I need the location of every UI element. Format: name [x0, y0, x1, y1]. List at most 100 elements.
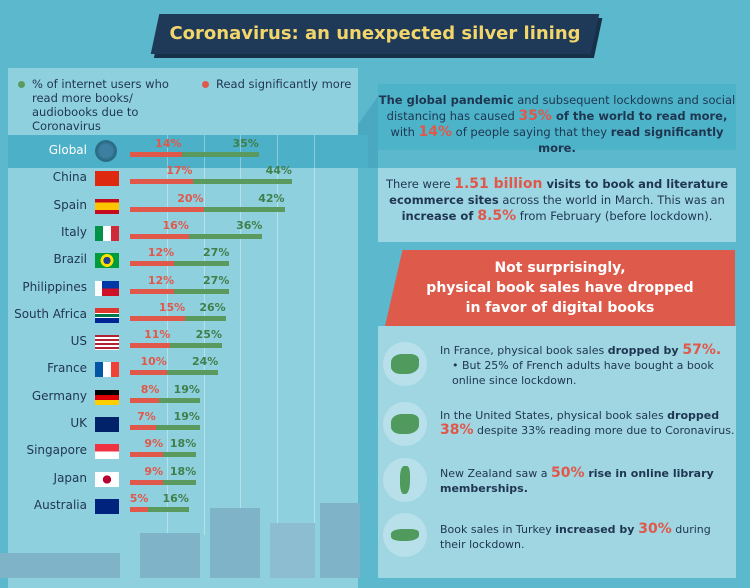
country-label-italy: Italy — [60, 224, 87, 239]
fact-new-zealand: New Zealand saw a 50% rise in online lib… — [440, 465, 714, 496]
country-label-singapore: Singapore — [26, 443, 87, 458]
bar-green-philippines — [130, 288, 230, 294]
flag-global-icon — [95, 140, 117, 162]
gridline — [240, 135, 242, 535]
flag-australia-icon — [95, 498, 119, 514]
bar-green-italy — [130, 233, 263, 239]
flag-germany-icon — [95, 389, 119, 405]
country-label-australia: Australia — [33, 497, 87, 512]
legend-red: Read significantly more — [202, 77, 356, 91]
country-label-japan: Japan — [53, 470, 87, 485]
value-red-australia: 5% — [129, 491, 149, 505]
bar-red-italy — [130, 233, 189, 239]
flag-brazil-icon — [95, 253, 119, 269]
value-red-china: 17% — [166, 164, 193, 178]
value-green-spain: 42% — [258, 191, 285, 205]
bar-red-germany — [130, 397, 160, 403]
value-green-singapore: 18% — [169, 437, 197, 451]
country-label-brazil: Brazil — [53, 252, 88, 267]
legend-label: % of internet users who read more books/… — [32, 77, 169, 133]
value-red-japan: 9% — [144, 464, 164, 478]
flag-us-icon — [95, 335, 119, 351]
value-red-south-africa: 15% — [158, 300, 186, 314]
bar-red-global — [130, 152, 182, 157]
gridline — [277, 135, 279, 535]
bar-green-germany — [130, 397, 200, 403]
value-green-japan: 18% — [169, 464, 197, 478]
flag-japan-icon — [95, 471, 119, 487]
country-label-global: Global — [48, 143, 87, 157]
gridline — [314, 135, 315, 535]
bar-red-us — [130, 343, 171, 349]
value-red-uk: 7% — [137, 410, 156, 423]
france-map-icon — [383, 342, 427, 386]
value-green-china: 44% — [265, 164, 292, 178]
flag-singapore-icon — [95, 444, 119, 460]
value-green-brazil: 27% — [203, 246, 230, 260]
value-green-germany: 19% — [173, 382, 200, 396]
bar-red-uk — [130, 425, 156, 430]
bar-red-spain — [130, 206, 204, 212]
country-label-china: China — [52, 170, 87, 185]
value-red-brazil: 12% — [147, 246, 175, 260]
page-title: Coronavirus: an unexpected silver lining — [169, 23, 581, 44]
bar-red-south-africa — [130, 315, 186, 321]
green-dot-icon — [18, 81, 25, 88]
country-label-germany: Germany — [31, 388, 87, 403]
value-red-spain: 20% — [177, 191, 204, 205]
flag-italy-icon — [95, 225, 119, 241]
bar-red-singapore — [130, 452, 164, 458]
bar-green-us — [130, 343, 222, 349]
global-summary-box: The global pandemic and subsequent lockd… — [378, 84, 736, 155]
legend-label: Read significantly more — [216, 77, 352, 91]
city-skyline — [0, 503, 360, 578]
bar-red-brazil — [130, 261, 175, 267]
flag-uk-icon — [95, 417, 119, 432]
bar-green-australia — [130, 506, 189, 512]
bar-green-japan — [130, 479, 197, 485]
value-red-france: 10% — [140, 355, 167, 369]
bar-green-china — [130, 179, 292, 185]
value-green-uk: 19% — [173, 410, 200, 423]
country-label-spain: Spain — [53, 197, 87, 212]
bar-red-france — [130, 370, 167, 376]
country-label-france: France — [47, 361, 87, 376]
gridline — [166, 135, 168, 535]
country-label-us: US — [70, 334, 87, 349]
value-green-us: 25% — [195, 328, 222, 342]
value-red-italy: 16% — [162, 218, 189, 232]
bar-green-brazil — [130, 261, 230, 267]
value-green-philippines: 27% — [203, 273, 230, 287]
bar-red-australia — [130, 506, 149, 512]
flag-philippines-icon — [95, 280, 119, 296]
fact-turkey: Book sales in Turkey increased by 30% du… — [440, 521, 711, 552]
flag-spain-icon — [95, 198, 119, 214]
value-green-australia: 16% — [162, 491, 189, 505]
gridline — [203, 135, 205, 535]
value-green-south-africa: 26% — [199, 300, 226, 314]
flag-china-icon — [95, 171, 119, 187]
facts-panel — [378, 326, 736, 578]
legend-green: % of internet users who read more books/… — [18, 77, 192, 133]
value-red-us: 11% — [144, 328, 171, 342]
country-label-south-africa: South Africa — [14, 306, 87, 321]
bar-red-japan — [130, 479, 164, 485]
turkey-map-icon — [383, 513, 427, 557]
ecommerce-box: There were 1.51 billion visits to book a… — [378, 168, 736, 242]
value-green-global: 35% — [232, 137, 259, 150]
bar-green-uk — [130, 425, 200, 430]
bar-green-global — [130, 152, 259, 157]
country-label-philippines: Philippines — [22, 279, 87, 294]
bar-green-spain — [130, 206, 285, 212]
value-red-philippines: 12% — [147, 273, 175, 287]
value-red-global: 14% — [155, 137, 182, 150]
bar-red-philippines — [130, 288, 175, 294]
red-dot-icon — [202, 81, 209, 88]
bar-red-china — [130, 179, 193, 185]
value-green-italy: 36% — [236, 218, 263, 232]
value-green-france: 24% — [191, 355, 219, 369]
headline-banner: Not surprisingly, physical book sales hav… — [385, 250, 735, 326]
value-red-singapore: 9% — [144, 437, 164, 451]
value-red-germany: 8% — [140, 382, 160, 396]
flag-south-africa-icon — [95, 307, 119, 323]
